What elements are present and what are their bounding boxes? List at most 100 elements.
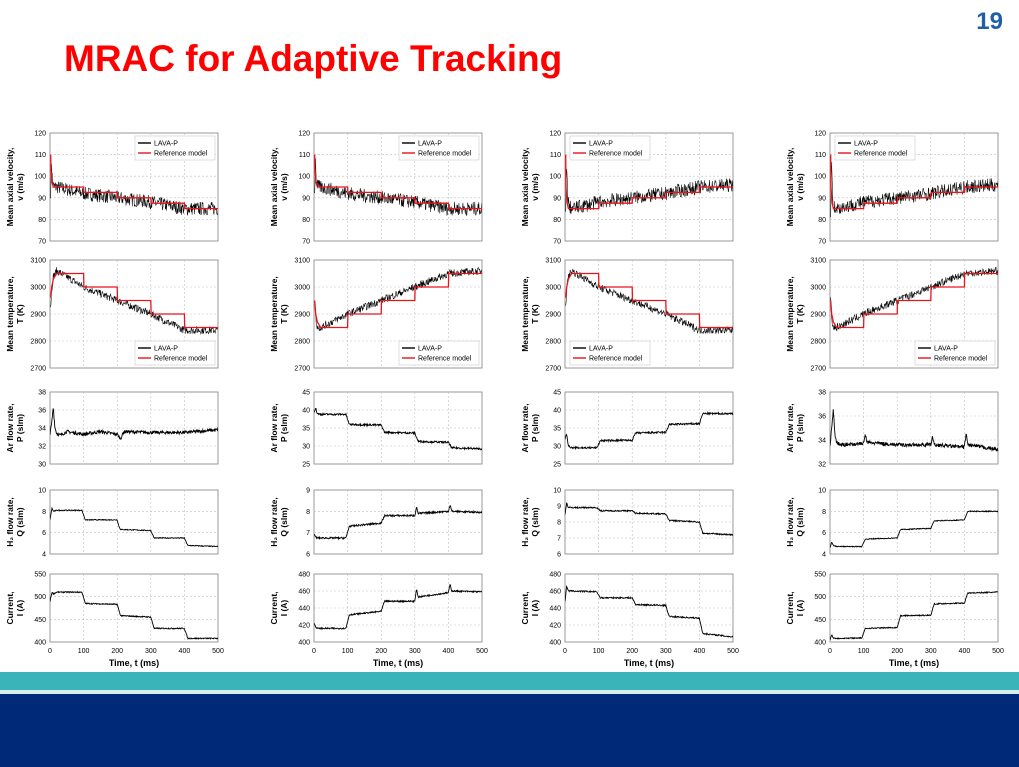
y-tick-label: 34 <box>818 438 826 445</box>
y-tick-label: 36 <box>818 414 826 421</box>
y-tick-label: 420 <box>298 623 310 630</box>
chart-4-2: 2700 2800 2900 3000 3100 Mean temperature,T (… <box>785 258 999 373</box>
series-group <box>314 154 482 217</box>
y-tick-label: 400 <box>814 640 826 647</box>
y-tick-label: 25 <box>553 462 561 469</box>
series-group <box>50 267 218 335</box>
legend-label: Reference model <box>418 151 472 158</box>
y-tick-label: 100 <box>298 174 310 181</box>
y-tick-label: 7 <box>306 530 310 537</box>
y-axis-label-line: I (A) <box>530 600 540 617</box>
y-axis-label: H₂ flow rate,Q (slm) <box>5 497 25 547</box>
y-tick-label: 30 <box>38 462 46 469</box>
y-axis-label-line: T (K) <box>279 304 289 324</box>
y-tick-label: 2700 <box>294 366 310 373</box>
y-axis-label-line: Current, <box>520 591 530 624</box>
y-tick-label: 8 <box>822 509 826 516</box>
chart-4-3: 32 34 36 38 Ar flow rate,P (slm) <box>785 390 999 469</box>
series-group <box>50 590 218 640</box>
y-tick-label: 7 <box>557 536 561 543</box>
y-axis-label-line: Q (slm) <box>795 507 805 536</box>
x-tick-label: 300 <box>660 648 672 655</box>
y-axis-label-line: P (slm) <box>530 414 540 442</box>
y-tick-label: 34 <box>38 426 46 433</box>
x-tick-label: 0 <box>48 648 52 655</box>
y-tick-label: 450 <box>814 617 826 624</box>
y-tick-label: 2700 <box>810 366 826 373</box>
y-axis-label-line: H₂ flow rate, <box>520 497 530 547</box>
series-group <box>565 502 733 536</box>
y-tick-label: 10 <box>818 488 826 495</box>
y-axis-label-line: H₂ flow rate, <box>5 497 15 547</box>
legend-label: LAVA-P <box>934 346 958 353</box>
series-lava-p <box>565 502 733 536</box>
legend-box <box>569 340 651 366</box>
series-lava-p <box>314 408 482 451</box>
x-tick-label: 0 <box>828 648 832 655</box>
series-group <box>830 267 998 331</box>
y-tick-label: 110 <box>35 152 46 159</box>
y-tick-label: 460 <box>298 589 310 596</box>
legend: LAVA-P Reference model <box>834 135 916 161</box>
y-tick-label: 3100 <box>294 258 310 265</box>
y-axis-label-line: Mean temperature, <box>269 276 279 352</box>
y-tick-label: 420 <box>549 623 561 630</box>
series-lava-p <box>314 158 482 217</box>
y-axis-label-line: I (A) <box>15 600 25 617</box>
chart-4-4: 4 6 8 10 H₂ flow rate,Q (slm) <box>785 488 999 559</box>
y-tick-label: 400 <box>34 640 46 647</box>
y-axis-label-line: Mean axial velocity, <box>520 148 530 227</box>
y-tick-label: 38 <box>818 390 826 397</box>
x-tick-label: 400 <box>179 648 191 655</box>
y-axis-label-line: P (slm) <box>279 414 289 442</box>
x-tick-label: 200 <box>375 648 387 655</box>
x-tick-label: 200 <box>626 648 638 655</box>
y-tick-label: 80 <box>38 217 46 224</box>
series-lava-p <box>314 505 482 541</box>
y-axis-label-line: Mean axial velocity, <box>269 148 279 227</box>
y-tick-label: 3100 <box>545 258 561 265</box>
chart-1-2: 2700 2800 2900 3000 3100 Mean temperature,T (… <box>5 258 219 373</box>
chart-3-5: 400 420 440 460 480 0 100 200 300 400 500 Time, t (… <box>520 572 739 669</box>
legend-label: Reference model <box>154 356 208 363</box>
series-group <box>830 590 998 641</box>
y-tick-label: 32 <box>38 444 46 451</box>
plot-area <box>829 391 999 465</box>
y-tick-label: 500 <box>34 594 46 601</box>
footer-band <box>0 694 1019 767</box>
series-group <box>565 410 733 451</box>
y-tick-label: 90 <box>818 195 826 202</box>
legend-label: Reference model <box>154 151 208 158</box>
chart-3-1: 70 80 90 100 110 120 Mean axial velocity,v (m/… <box>520 131 734 246</box>
series-lava-p <box>830 510 998 548</box>
legend-label: LAVA-P <box>854 141 878 148</box>
legend-label: LAVA-P <box>418 141 442 148</box>
y-axis-label-line: P (slm) <box>15 414 25 442</box>
y-tick-label: 2800 <box>545 339 561 346</box>
y-tick-label: 70 <box>38 239 46 246</box>
y-tick-label: 30 <box>302 444 310 451</box>
y-tick-label: 70 <box>302 239 310 246</box>
y-axis-label: Mean axial velocity,v (m/s) <box>520 148 540 227</box>
series-reference-model <box>50 154 218 210</box>
y-axis-label-line: Ar flow rate, <box>785 403 795 452</box>
series-reference-model <box>50 272 218 329</box>
chart-4-1: 70 80 90 100 110 120 Mean axial velocity,v (m/… <box>785 131 999 246</box>
y-tick-label: 10 <box>38 488 46 495</box>
y-tick-label: 3100 <box>810 258 826 265</box>
series-group <box>565 154 733 215</box>
series-lava-p <box>50 164 218 216</box>
x-tick-label: 0 <box>312 648 316 655</box>
y-axis-label: Mean temperature,T (K) <box>269 276 289 352</box>
x-tick-label: 100 <box>342 648 354 655</box>
x-axis-label: Time, t (ms) <box>109 658 159 668</box>
y-tick-label: 80 <box>818 217 826 224</box>
legend-label: LAVA-P <box>589 346 613 353</box>
y-tick-label: 9 <box>557 504 561 511</box>
y-tick-label: 2700 <box>30 366 46 373</box>
series-group <box>314 505 482 541</box>
y-axis-label-line: I (A) <box>279 600 289 617</box>
y-tick-label: 2900 <box>810 312 826 319</box>
chart-1-3: 30 32 34 36 38 Ar flow rate,P (slm) <box>5 390 219 469</box>
y-tick-label: 6 <box>306 552 310 559</box>
